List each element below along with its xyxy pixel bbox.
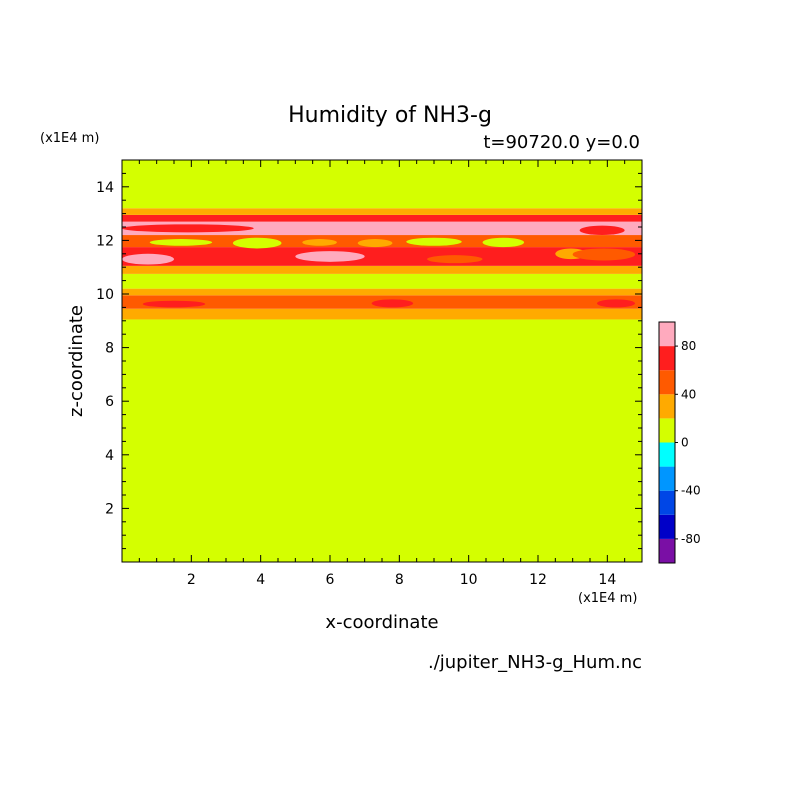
colorbar-swatch [659,490,675,515]
contour-band [122,288,642,296]
contour-patch [142,300,206,308]
contour-patch [122,224,254,233]
x-tick-label: 12 [529,572,547,588]
contour-patch [371,299,414,308]
colorbar-swatch [659,442,675,467]
contour-field [122,160,642,562]
x-tick-label: 14 [598,572,616,588]
y-axis-ticks: 2 4 6 8 10 12 14 [96,172,642,550]
chart-title: Humidity of NH3-g [288,103,492,128]
colorbar-tick-label: -80 [681,532,701,546]
y-tick-label: 6 [105,394,114,410]
contour-band [122,214,642,222]
y-tick-label: 12 [96,233,114,249]
y-tick-label: 10 [96,287,114,303]
colorbar-swatch [659,322,675,347]
contour-patch [149,239,213,246]
contour-patch [482,237,525,248]
contour-patch [232,237,282,249]
colorbar-tick-label: 0 [681,436,689,450]
colorbar-swatch [659,370,675,395]
colorbar: -80 -40 0 40 80 [658,321,701,564]
contour-patch [596,299,636,308]
chart-subtitle: t=90720.0 y=0.0 [483,132,640,153]
colorbar-swatch [659,418,675,443]
y-tick-label: 2 [105,501,114,517]
source-file-label: ./jupiter_NH3-g_Hum.nc [428,652,642,673]
contour-band [122,221,642,236]
y-axis-label: z-coordinate [66,305,87,417]
contour-patch [406,237,462,246]
colorbar-swatch [659,538,675,563]
contour-patch [427,255,483,264]
y-tick-label: 8 [105,341,114,357]
contour-patch [572,248,636,261]
colorbar-swatch [659,466,675,491]
contour-patch [579,225,625,236]
contour-band [122,160,642,209]
colorbar-tick-label: 40 [681,387,696,401]
y-unit-label: (x1E4 m) [40,131,99,146]
x-unit-label: (x1E4 m) [578,591,637,606]
contour-patch [357,239,393,248]
contour-patch [302,239,337,246]
x-tick-label: 8 [395,572,404,588]
x-axis-ticks: 2 4 6 8 10 12 14 [138,160,626,588]
x-tick-label: 4 [256,572,265,588]
contour-patch [295,251,365,262]
x-tick-label: 2 [187,572,196,588]
x-tick-label: 6 [326,572,335,588]
x-axis-label: x-coordinate [325,612,438,633]
colorbar-swatch [659,346,675,371]
contour-band [122,273,642,289]
contour-band [122,319,642,562]
y-tick-label: 4 [105,448,114,464]
contour-band [122,265,642,274]
y-tick-label: 14 [96,180,114,196]
contour-band [122,247,642,266]
contour-band [122,308,642,320]
contour-band [122,208,642,215]
colorbar-swatch [659,394,675,419]
colorbar-tick-label: -40 [681,484,701,498]
colorbar-swatch [659,514,675,539]
contour-patch [122,253,174,265]
x-tick-label: 10 [460,572,478,588]
colorbar-tick-label: 80 [681,339,696,353]
